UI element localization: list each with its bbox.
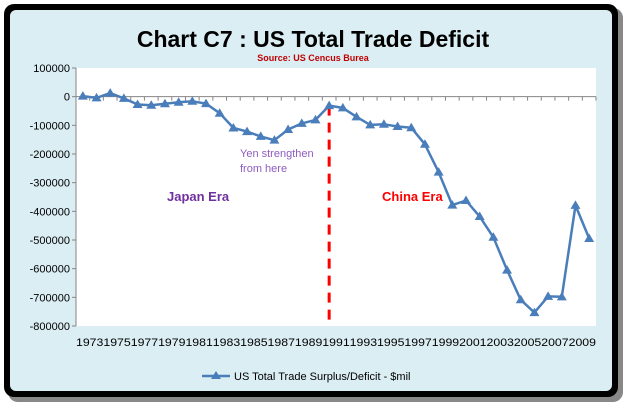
x-tick-label: 1985 xyxy=(240,337,267,349)
data-point-1988 xyxy=(283,124,294,134)
x-tick-label: 2003 xyxy=(487,337,514,349)
data-point-1990 xyxy=(310,114,321,124)
data-point-1998 xyxy=(419,139,430,148)
data-point-2005 xyxy=(515,294,526,304)
x-tick-label: 1989 xyxy=(295,337,322,349)
data-point-1978 xyxy=(146,100,157,109)
data-point-2001 xyxy=(461,195,471,205)
y-tick-label: 0 xyxy=(64,92,70,104)
data-point-1983 xyxy=(214,108,225,117)
annotation-china-era: China Era xyxy=(382,189,443,204)
data-point-1980 xyxy=(173,97,184,106)
x-tick-label: 1975 xyxy=(103,337,130,349)
x-tick-label: 2007 xyxy=(541,337,568,349)
legend: US Total Trade Surplus/Deficit - $mil xyxy=(202,371,410,383)
data-point-1995 xyxy=(378,119,389,128)
legend-label: US Total Trade Surplus/Deficit - $mil xyxy=(234,371,410,383)
x-tick-label: 1979 xyxy=(158,337,185,349)
annotation-yen-line1: Yen strengthen xyxy=(240,148,314,160)
y-tick-label: -400000 xyxy=(30,206,70,218)
x-tick-label: 1993 xyxy=(350,337,377,349)
data-point-1981 xyxy=(187,96,198,105)
x-tick-label: 1991 xyxy=(322,337,349,349)
data-point-2007 xyxy=(543,291,554,300)
x-tick-label: 1997 xyxy=(404,337,431,349)
data-point-2004 xyxy=(502,265,513,274)
x-tick-label: 1977 xyxy=(131,337,158,349)
data-point-1993 xyxy=(351,111,362,121)
y-axis-labels: 100000 0 -100000 -200000 -300000 -400000 -5000… xyxy=(30,63,70,333)
x-tick-label: 2009 xyxy=(569,337,596,349)
data-point-1973 xyxy=(77,91,88,100)
x-tick-label: 2005 xyxy=(514,337,541,349)
plot-area xyxy=(76,68,596,326)
series-line xyxy=(77,88,595,317)
chart-title: Chart C7 : US Total Trade Deficit xyxy=(137,26,490,52)
y-tick-label: 100000 xyxy=(33,63,70,75)
data-point-2003 xyxy=(488,232,499,241)
data-point-1992 xyxy=(337,102,348,112)
data-point-1991 xyxy=(324,100,335,110)
data-point-1979 xyxy=(159,98,170,108)
data-point-2002 xyxy=(474,211,485,221)
x-tick-label: 1983 xyxy=(213,337,240,349)
data-point-1974 xyxy=(91,92,102,102)
y-tick-label: -500000 xyxy=(30,235,70,247)
data-point-2000 xyxy=(447,200,458,209)
x-tick-label: 1987 xyxy=(268,337,295,349)
data-point-1994 xyxy=(365,119,376,129)
data-point-1999 xyxy=(433,167,444,176)
y-tick-label: -600000 xyxy=(30,264,70,276)
y-tick-label: -800000 xyxy=(30,321,70,333)
data-point-2009 xyxy=(570,200,581,209)
data-point-1997 xyxy=(406,122,417,132)
data-point-2010 xyxy=(584,233,595,242)
y-tick-label: -100000 xyxy=(30,120,70,132)
y-tick-label: -300000 xyxy=(30,178,70,190)
y-tick-label: -200000 xyxy=(30,149,70,161)
x-tick-label: 2001 xyxy=(459,337,486,349)
data-point-1987 xyxy=(269,135,280,144)
x-tick-label: 1973 xyxy=(76,337,103,349)
data-point-1996 xyxy=(392,121,403,131)
data-point-1982 xyxy=(201,98,211,108)
data-point-1986 xyxy=(255,131,266,140)
data-point-1977 xyxy=(132,99,143,108)
y-tick-label: -700000 xyxy=(30,292,70,304)
x-tick-label: 1995 xyxy=(377,337,404,349)
annotation-japan-era: Japan Era xyxy=(167,189,230,204)
data-point-1975 xyxy=(105,88,116,97)
chart-subtitle: Source: US Cencus Burea xyxy=(257,53,370,63)
legend-marker-triangle-icon xyxy=(211,371,221,379)
x-tick-label: 1999 xyxy=(432,337,459,349)
annotation-yen-line2: from here xyxy=(240,163,287,175)
data-point-1976 xyxy=(118,93,129,102)
x-tick-label: 1981 xyxy=(185,337,212,349)
x-axis-labels: 1973 1975 1977 1979 1981 1983 1985 1987 1989 1991… xyxy=(76,337,596,349)
data-point-2008 xyxy=(556,291,567,301)
data-point-2006 xyxy=(529,307,540,317)
data-point-1985 xyxy=(242,126,253,136)
data-point-1989 xyxy=(296,118,307,127)
data-point-1984 xyxy=(228,122,239,132)
